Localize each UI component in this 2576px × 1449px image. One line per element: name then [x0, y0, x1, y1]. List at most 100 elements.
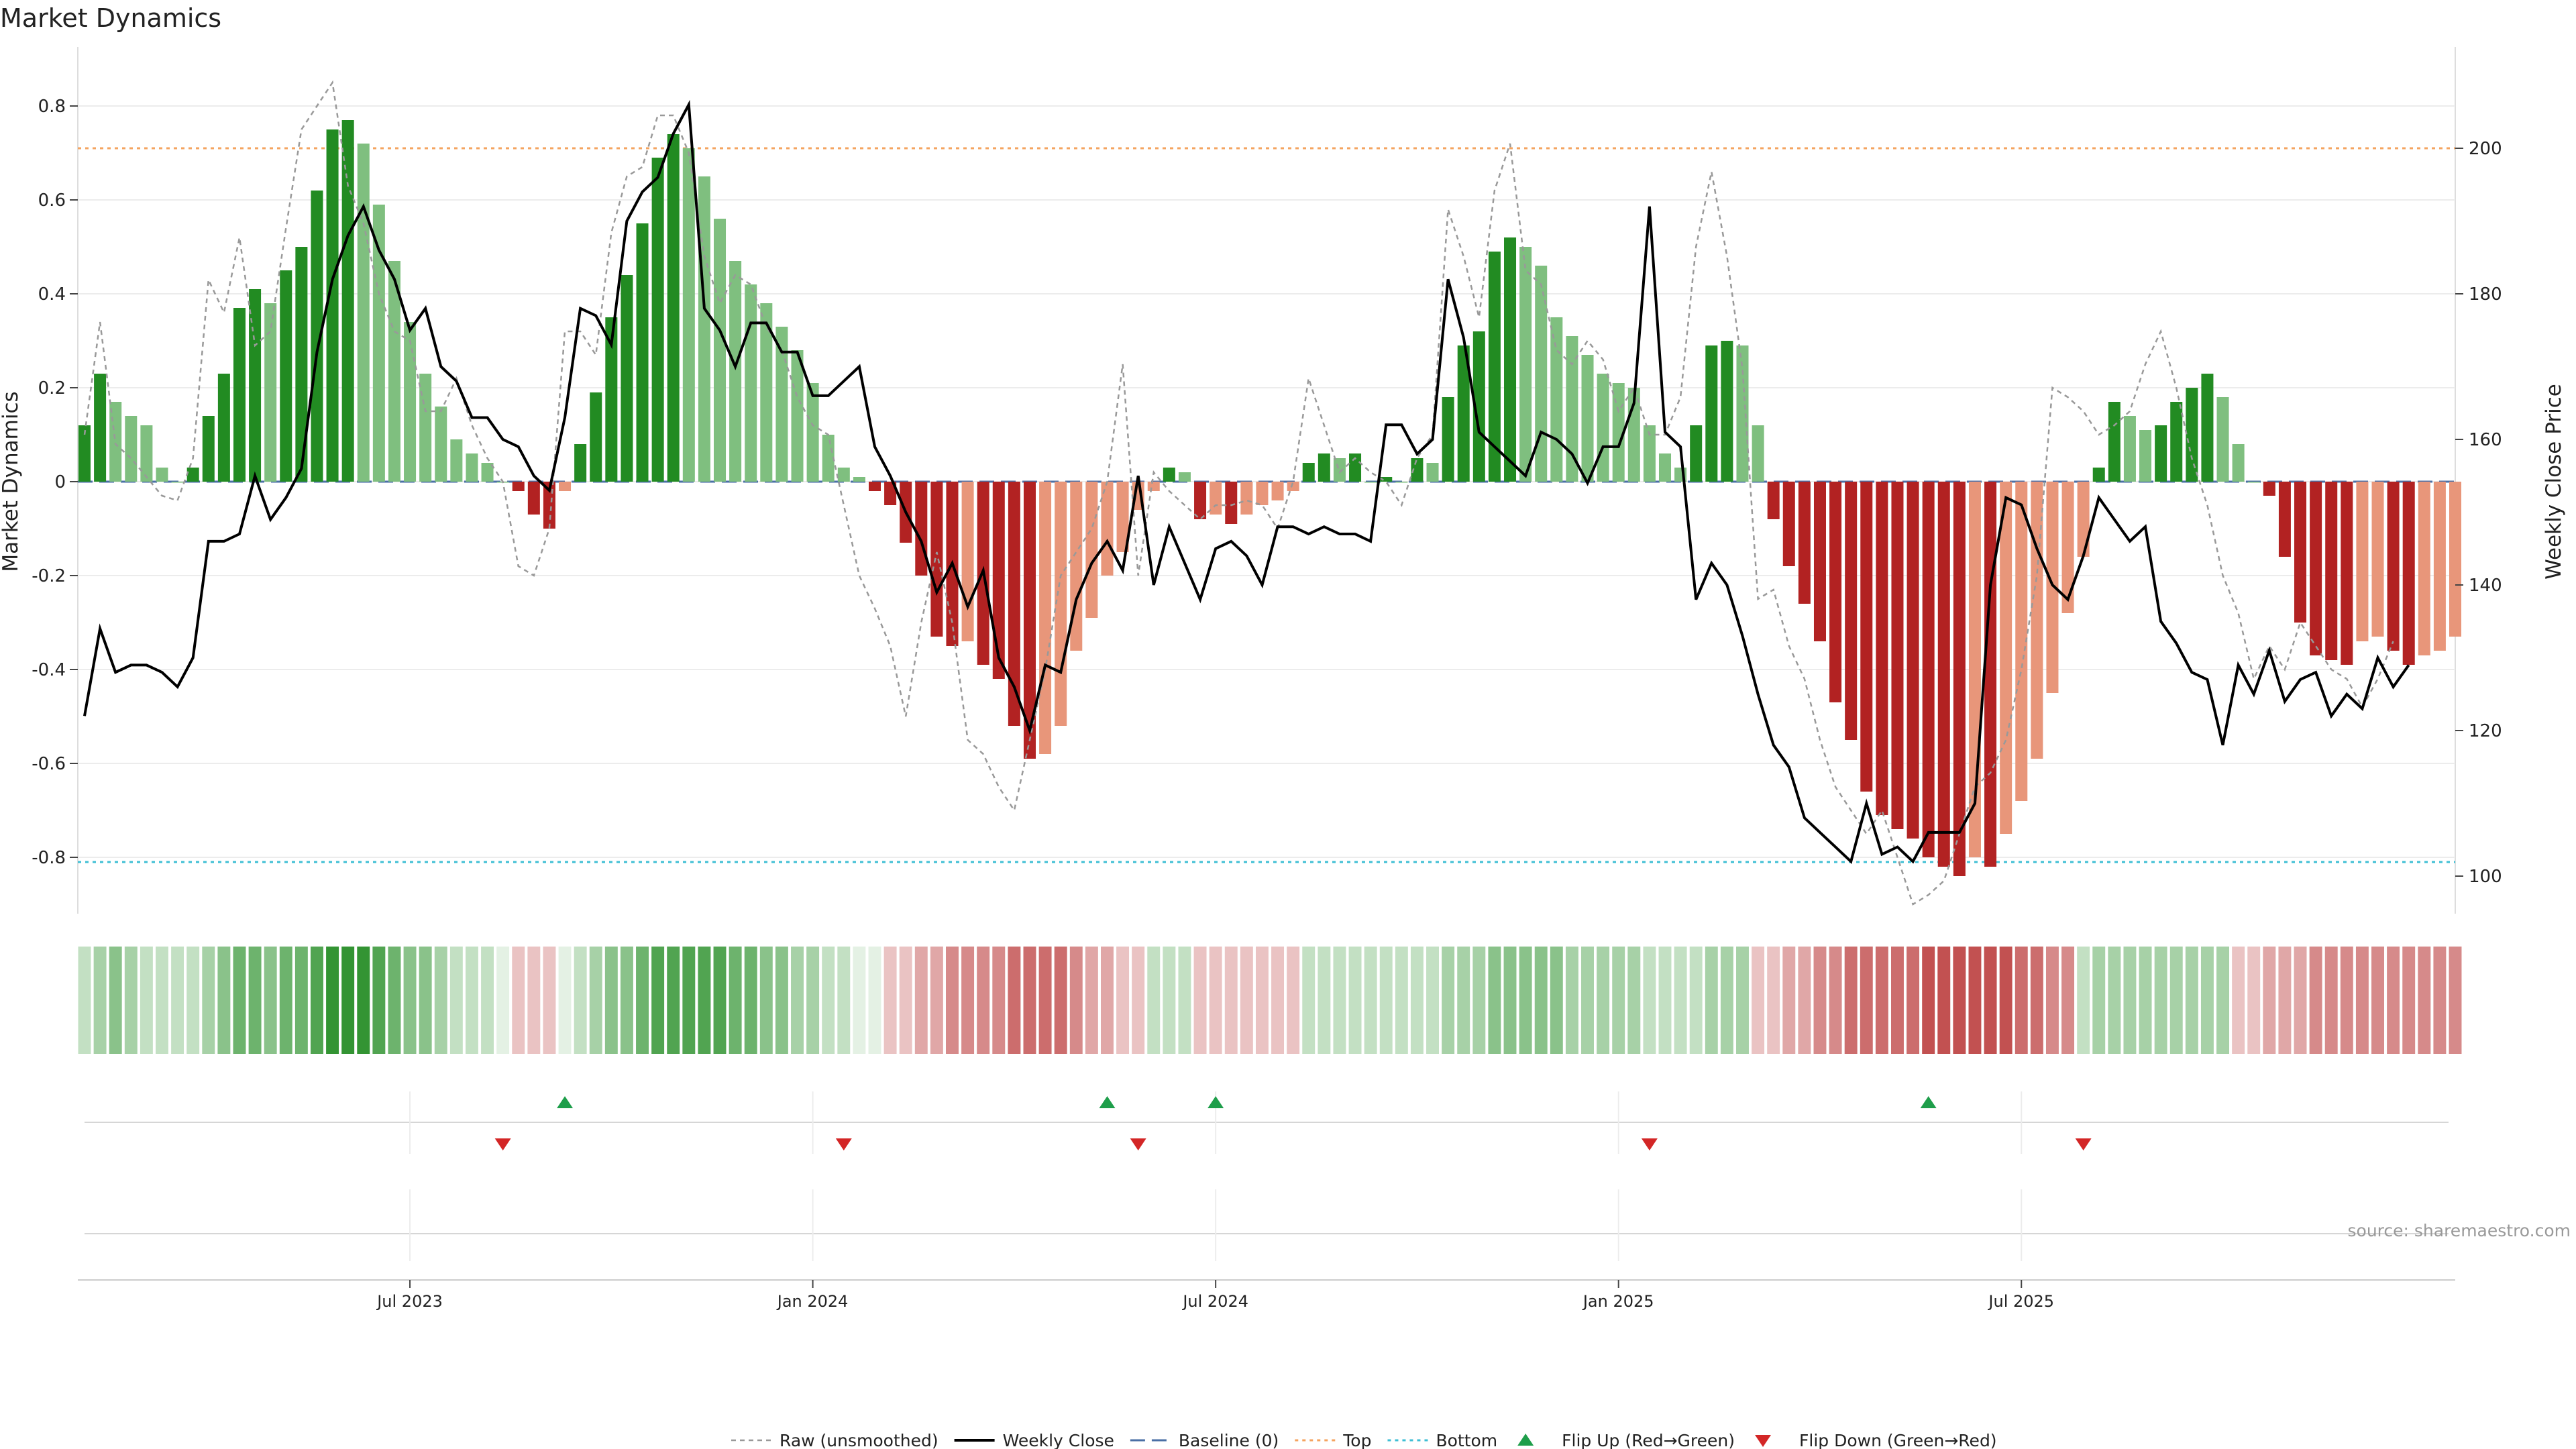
heat-cell	[1209, 947, 1222, 1054]
dynamics-bar	[1984, 482, 1997, 867]
dynamics-bar	[1302, 463, 1315, 482]
dynamics-bar	[140, 425, 153, 482]
x-tick-label: Jan 2025	[1582, 1292, 1654, 1311]
raw-line	[83, 80, 2394, 906]
heat-cell	[1720, 947, 1733, 1054]
heat-cell	[465, 947, 478, 1054]
dynamics-bar	[1519, 247, 1532, 482]
dynamics-bar	[714, 219, 727, 482]
heat-cell	[837, 947, 851, 1054]
dynamics-bar	[1860, 482, 1873, 792]
dynamics-bar	[760, 303, 773, 482]
dynamics-bar	[233, 308, 246, 482]
heat-cell	[124, 947, 138, 1054]
dynamics-bar	[311, 191, 323, 482]
heat-cell	[977, 947, 990, 1054]
heat-cell	[357, 947, 370, 1054]
dynamics-bar	[94, 374, 107, 482]
heat-cell	[1038, 947, 1052, 1054]
y2-axis-label: Weekly Close Price	[2542, 384, 2566, 580]
heat-cell	[883, 947, 897, 1054]
heat-cell	[822, 947, 835, 1054]
heat-cell	[651, 947, 665, 1054]
dynamics-bar	[388, 261, 400, 482]
heat-cell	[899, 947, 912, 1054]
dynamics-bar	[372, 205, 385, 482]
heat-cell	[1736, 947, 1749, 1054]
dynamics-bar	[884, 482, 897, 505]
dynamics-bar	[186, 468, 199, 482]
dynamics-bar	[1426, 463, 1439, 482]
dynamics-bar	[1566, 336, 1578, 482]
dynamics-bar	[1907, 482, 1919, 839]
heat-cell	[2402, 947, 2416, 1054]
heat-cell	[853, 947, 866, 1054]
heat-cell	[388, 947, 401, 1054]
heat-cell	[1844, 947, 1858, 1054]
dynamics-bar	[1535, 266, 1548, 482]
heat-cell	[2123, 947, 2137, 1054]
heat-cell	[1426, 947, 1439, 1054]
heat-cell	[233, 947, 246, 1054]
y-tick-label: 0	[54, 472, 66, 492]
dynamics-bar	[667, 134, 680, 482]
heat-cell	[1224, 947, 1238, 1054]
source-label: source: sharemaestro.com	[2348, 1221, 2571, 1240]
dynamics-bar	[1085, 482, 1098, 618]
flip-down-marker	[835, 1138, 852, 1150]
x-tick-label: Jan 2024	[776, 1292, 849, 1311]
heat-cell	[1163, 947, 1176, 1054]
dynamics-bar	[2015, 482, 2028, 801]
dynamics-bar	[1705, 345, 1718, 482]
heat-cell	[1008, 947, 1021, 1054]
heat-cell	[512, 947, 525, 1054]
heat-cell	[791, 947, 804, 1054]
flip-up-marker	[1920, 1096, 1937, 1108]
dynamics-bar	[559, 482, 572, 491]
dynamics-bar	[1194, 482, 1207, 519]
legend-label-flip_down: Flip Down (Green→Red)	[1799, 1431, 1997, 1449]
flip-up-marker	[557, 1096, 574, 1108]
heat-cell	[294, 947, 308, 1054]
dynamics-bar	[264, 303, 277, 482]
heat-cell	[1132, 947, 1145, 1054]
heat-cell	[2387, 947, 2400, 1054]
y2-tick-label: 140	[2469, 576, 2502, 596]
heat-cell	[574, 947, 587, 1054]
heat-cell	[496, 947, 510, 1054]
dynamics-bar	[2186, 388, 2198, 482]
dynamics-bar	[1318, 453, 1330, 482]
heat-cell	[279, 947, 292, 1054]
heat-cell	[2309, 947, 2322, 1054]
dynamics-bar	[435, 407, 447, 482]
dynamics-bar	[1333, 458, 1346, 482]
heat-cell	[2200, 947, 2214, 1054]
dynamics-bar	[1798, 482, 1811, 604]
heat-cell	[140, 947, 153, 1054]
heat-cell	[2045, 947, 2059, 1054]
dynamics-bar	[1395, 482, 1408, 483]
heat-cell	[1488, 947, 1501, 1054]
y-tick-label: -0.4	[32, 660, 66, 680]
flip-up-marker	[1099, 1096, 1116, 1108]
flip-down-marker	[1641, 1138, 1658, 1150]
heat-cell	[1147, 947, 1161, 1054]
dynamics-bar	[1116, 482, 1129, 552]
heat-cell	[946, 947, 959, 1054]
heat-cell	[1891, 947, 1904, 1054]
dynamics-bar	[574, 444, 587, 482]
heat-cell	[264, 947, 277, 1054]
heat-cell	[1410, 947, 1424, 1054]
heat-cell	[2449, 947, 2462, 1054]
x-tick-label: Jul 2024	[1181, 1292, 1248, 1311]
dynamics-bar	[930, 482, 943, 637]
dynamics-bar	[1055, 482, 1067, 726]
heat-cell	[326, 947, 339, 1054]
dynamics-bar	[837, 468, 850, 482]
heat-cell	[156, 947, 168, 1054]
dynamics-bar	[2155, 425, 2167, 482]
dynamics-bar	[2216, 397, 2229, 482]
dynamics-bar	[527, 482, 540, 515]
dynamics-bar	[1101, 482, 1114, 576]
